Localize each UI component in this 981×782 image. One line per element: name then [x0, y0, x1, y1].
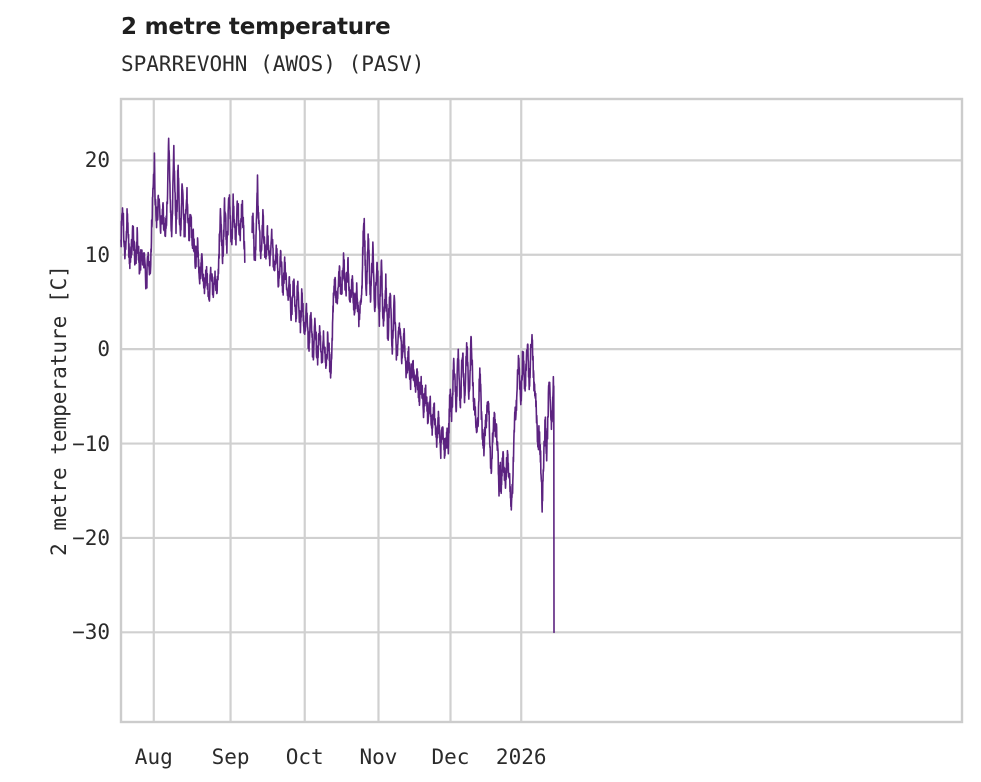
y-tick-label-1: 10	[84, 242, 110, 267]
grid-lines	[121, 99, 962, 722]
plot-border	[119, 97, 964, 724]
y-tick-label-4: −20	[72, 525, 110, 550]
x-tick-label-1: Sep	[211, 745, 250, 769]
y-tick-label-2: 0	[97, 337, 110, 362]
y-tick-label-0: 20	[84, 148, 110, 173]
x-tick-label-0: Aug	[134, 745, 173, 769]
y-tick-label-3: −10	[72, 431, 110, 456]
x-tick-label-2: Oct	[285, 745, 324, 769]
chart-title: 2 metre temperature	[121, 14, 391, 40]
data-series	[120, 137, 555, 634]
x-tick-label-4: Dec	[431, 745, 470, 769]
series-line-0	[120, 137, 555, 634]
y-tick-label-5: −30	[72, 620, 110, 645]
chart-subtitle: SPARREVOHN (AWOS) (PASV)	[121, 52, 425, 76]
x-tick-label-5: 2026	[495, 745, 547, 769]
x-tick-label-3: Nov	[359, 745, 398, 769]
